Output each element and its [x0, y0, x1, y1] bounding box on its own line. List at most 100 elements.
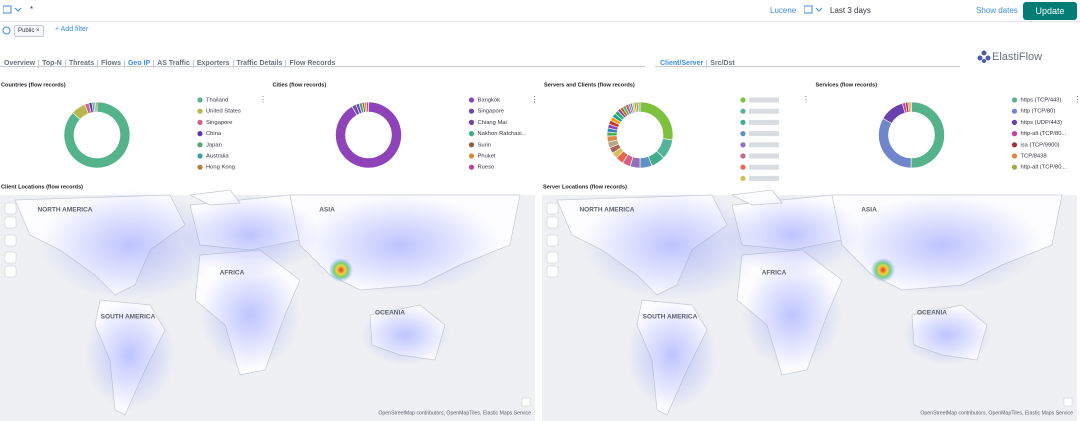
donut-segment [366, 101, 369, 113]
subtabs-underline [655, 66, 960, 67]
legend-label: United States [206, 109, 241, 115]
legend-swatch [468, 131, 475, 137]
filter-icon[interactable] [2, 26, 11, 35]
nav-tab[interactable]: Exporters [192, 60, 233, 68]
map-attribution: OpenStreetMap contributors, OpenMapTiles… [920, 410, 1073, 416]
legend-label: https (TCP/443) [1021, 98, 1062, 104]
date-range[interactable]: Last 3 days [830, 6, 871, 15]
filter-pill-label: Public [18, 28, 35, 34]
panel-menu[interactable]: ⋮ [531, 95, 539, 104]
legend-swatch [197, 153, 203, 159]
legend-swatch [468, 108, 475, 114]
nav-tab[interactable]: Geo IP [123, 60, 153, 68]
map-label: OCEANIA [375, 310, 405, 317]
legend-label: Chiang Mai [478, 120, 507, 126]
panel-title: Client Locations (flow records) [1, 184, 83, 190]
donut-segment [63, 101, 131, 169]
legend-swatch [197, 119, 203, 125]
query-menu-icon[interactable] [3, 5, 23, 15]
legend-swatch [1011, 119, 1018, 125]
legend-swatch [468, 142, 475, 148]
heat-spot [329, 258, 353, 282]
legend-swatch [740, 175, 746, 181]
nav-tab[interactable]: Traffic Details [232, 60, 286, 68]
nav-tab[interactable]: Flow Records [285, 60, 338, 68]
legend-swatch [197, 97, 203, 103]
legend-label: Bangkok [478, 98, 501, 104]
donut-segment [910, 101, 945, 169]
syntax-toggle[interactable]: Lucene [770, 6, 797, 15]
legend-swatch [1011, 164, 1018, 170]
sub-tab[interactable]: Client/Server [660, 60, 704, 67]
donut-segment [878, 117, 912, 169]
map-label: AFRICA [220, 270, 245, 277]
legend-label: Nakhon Ratchasi... [478, 131, 527, 137]
map-label: AFRICA [762, 270, 787, 277]
tabs-underline [0, 66, 645, 67]
legend-label: Singapore [206, 120, 232, 126]
legend-label: Australia [206, 154, 229, 160]
donut-segment [909, 101, 912, 113]
nav-tab[interactable]: Overview [4, 60, 36, 67]
nav-tab[interactable]: Top-N [38, 60, 65, 68]
map: NORTH AMERICA ASIA AFRICA SOUTH AMERICA OCEA… [0, 189, 536, 421]
legend-swatch [197, 164, 203, 170]
legend-swatch [1011, 153, 1018, 159]
panel-title: Countries (flow records) [1, 82, 66, 88]
panel-menu[interactable]: ⋮ [1074, 95, 1080, 104]
update-button[interactable]: Update [1023, 2, 1077, 20]
query-input[interactable]: * [30, 5, 34, 14]
add-filter[interactable]: + Add filter [55, 26, 89, 33]
donut-segment [95, 101, 98, 113]
query-bar: * Lucene Last 3 days Show dates Update [0, 0, 1080, 22]
legend-label-redacted [749, 142, 779, 148]
legend-label: China [206, 131, 222, 137]
legend-swatch [1011, 142, 1018, 148]
legend-label: Hong Kong [206, 165, 235, 171]
map-base [0, 189, 536, 421]
legend-swatch [1011, 131, 1018, 137]
legend-label: http (TCP/80) [1021, 109, 1056, 115]
legend-label-redacted [749, 175, 779, 181]
legend-label: http-alt (TCP/80... [1021, 165, 1067, 171]
panel-title: Servers and Clients (flow records) [544, 82, 635, 88]
sub-tabs: Client/Server Src/Dst [657, 52, 738, 70]
nav-tab[interactable]: Threats [64, 60, 97, 68]
legend-swatch [740, 153, 746, 159]
legend-label: Singapore [478, 109, 504, 115]
show-dates[interactable]: Show dates [976, 6, 1018, 15]
legend-swatch [740, 97, 746, 103]
legend-swatch [197, 142, 203, 148]
legend-label: isa (TCP/9900) [1021, 142, 1060, 148]
legend-label: Surin [478, 142, 492, 148]
donut-segment [335, 101, 402, 169]
map-base [541, 189, 1078, 421]
map-attribution: OpenStreetMap contributors, OpenMapTiles… [378, 410, 531, 416]
logo-icon [977, 50, 991, 63]
map-label: SOUTH AMERICA [101, 314, 156, 321]
legend-swatch [740, 119, 746, 125]
legend-label-redacted [749, 153, 779, 159]
sub-tab[interactable]: Src/Dst [706, 60, 738, 68]
nav-tabs: Overview Top-N Threats Flows Geo IP AS Traffi… [1, 52, 338, 70]
legend-label-redacted [749, 97, 779, 103]
legend-swatch [1011, 97, 1018, 103]
legend-swatch [740, 131, 746, 137]
nav-tab[interactable]: AS Traffic [153, 60, 193, 68]
map: NORTH AMERICA ASIA AFRICA SOUTH AMERICA OCEA… [541, 189, 1078, 421]
legend-label-redacted [749, 119, 779, 125]
legend-label: Rueso [478, 165, 495, 171]
legend-swatch [468, 153, 475, 159]
nav-tab[interactable]: Flows [97, 60, 124, 68]
panel-menu[interactable]: ⋮ [802, 95, 810, 104]
date-icon[interactable] [804, 5, 824, 15]
legend-label-redacted [749, 164, 779, 170]
legend-label-redacted [749, 108, 779, 114]
panel-title: Server Locations (flow records) [543, 184, 627, 190]
legend-label: Japan [206, 142, 222, 148]
legend-swatch [740, 164, 746, 170]
panel-menu[interactable]: ⋮ [259, 95, 267, 104]
filter-pill[interactable]: Public × [14, 25, 44, 37]
panel-title: Cities (flow records) [273, 82, 327, 88]
donut-segment [639, 101, 674, 141]
